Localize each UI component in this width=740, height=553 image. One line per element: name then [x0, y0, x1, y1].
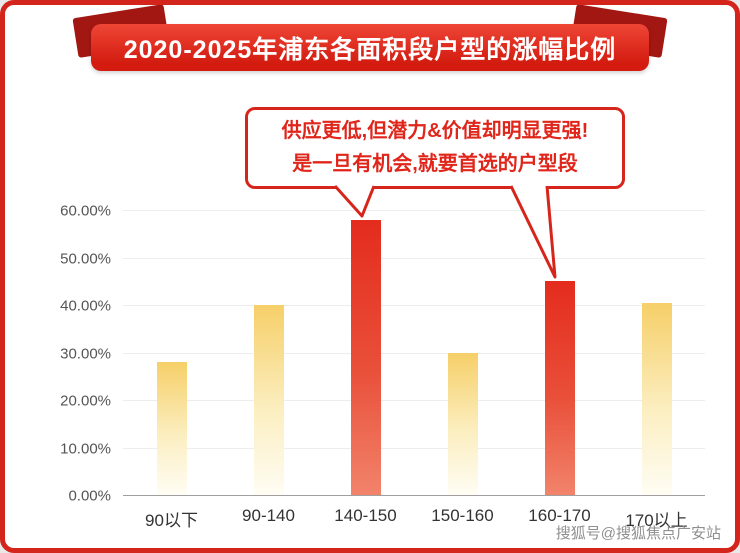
callout-line-2: 是一旦有机会,就要首选的户型段	[292, 153, 578, 175]
gridline: 50.00%	[60, 250, 705, 267]
x-axis-label: 150-160	[431, 506, 494, 525]
gridline: 60.00%	[60, 203, 705, 220]
x-axis-label: 160-170	[528, 506, 591, 525]
bar-slot: 140-150	[317, 210, 414, 525]
y-axis-label: 60.00%	[60, 202, 111, 220]
x-axis-label: 90以下	[145, 511, 198, 530]
gridline: 40.00%	[60, 298, 705, 315]
bar-slot: 170以上	[608, 210, 705, 530]
bar-row: 90以下 90-140 140-150 150-160 160-170 170以上	[123, 210, 705, 530]
y-axis-label: 30.00%	[60, 345, 111, 362]
y-axis-label: 50.00%	[60, 250, 111, 267]
bar-slot: 90-140	[220, 210, 317, 525]
page-title: 2020-2025年浦东各面积段户型的涨幅比例	[123, 35, 617, 64]
title-banner: 2020-2025年浦东各面积段户型的涨幅比例	[91, 24, 649, 71]
plot-area: 60.00% 50.00% 40.00% 30.00% 20.00% 10.00% 0.00…	[60, 203, 705, 530]
x-axis-label: 140-150	[334, 506, 397, 525]
bar-slot: 90以下	[123, 210, 220, 530]
x-axis-label: 170以上	[625, 511, 688, 530]
y-axis-label: 0.00%	[68, 487, 111, 505]
bar	[447, 352, 478, 495]
watermark: 搜狐号@搜狐焦点广安站	[555, 525, 721, 542]
bar-slot: 150-160	[414, 210, 511, 525]
y-axis-label: 40.00%	[60, 297, 111, 315]
bar-slot: 160-170	[511, 210, 608, 525]
bar	[253, 305, 284, 495]
y-axis-label: 20.00%	[60, 392, 111, 410]
gridline: 30.00%	[60, 345, 705, 362]
gridline: 20.00%	[60, 393, 705, 410]
bar	[350, 219, 381, 495]
bar	[641, 302, 672, 495]
callout-line-1: 供应更低,但潜力&价值却明显更强!	[281, 120, 589, 142]
bar	[544, 281, 575, 495]
y-axis-label: 10.00%	[60, 440, 111, 457]
gridline: 10.00%	[60, 440, 705, 457]
x-axis-label: 90-140	[242, 506, 295, 525]
gridline: 0.00%	[68, 488, 705, 505]
callout-bubble: 供应更低,但潜力&价值却明显更强! 是一旦有机会,就要首选的户型段	[245, 107, 625, 189]
bar	[156, 362, 187, 495]
